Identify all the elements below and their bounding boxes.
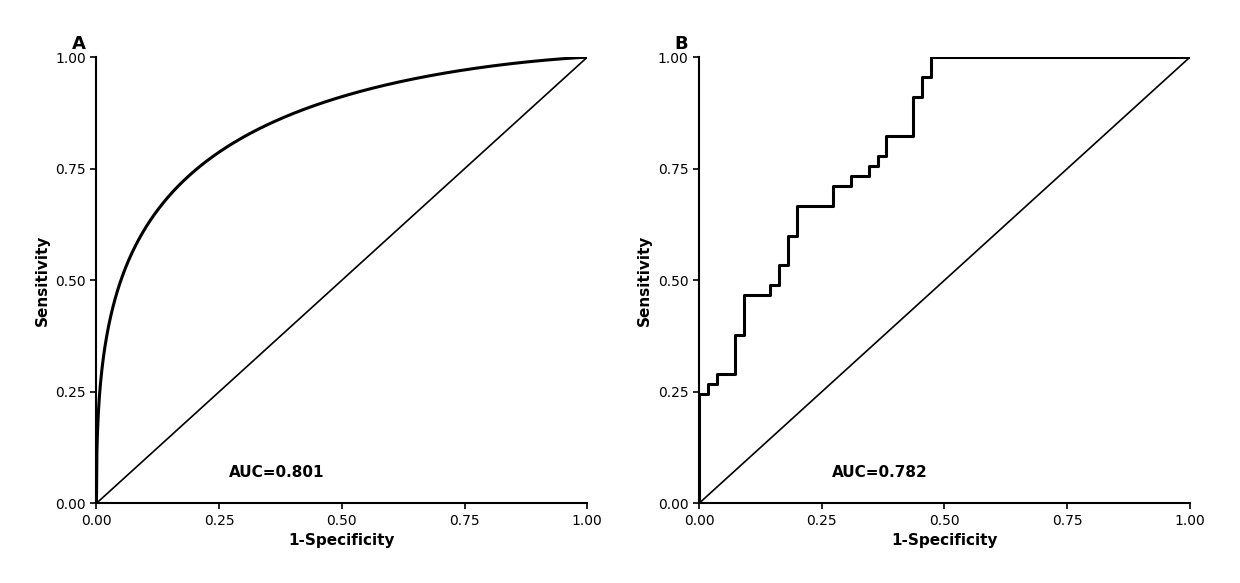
Text: AUC=0.782: AUC=0.782 (832, 465, 928, 480)
Text: A: A (72, 35, 86, 53)
X-axis label: 1-Specificity: 1-Specificity (892, 533, 998, 548)
Text: AUC=0.801: AUC=0.801 (229, 465, 325, 480)
X-axis label: 1-Specificity: 1-Specificity (289, 533, 396, 548)
Y-axis label: Sensitivity: Sensitivity (637, 234, 652, 326)
Text: B: B (675, 35, 688, 53)
Y-axis label: Sensitivity: Sensitivity (35, 234, 50, 326)
